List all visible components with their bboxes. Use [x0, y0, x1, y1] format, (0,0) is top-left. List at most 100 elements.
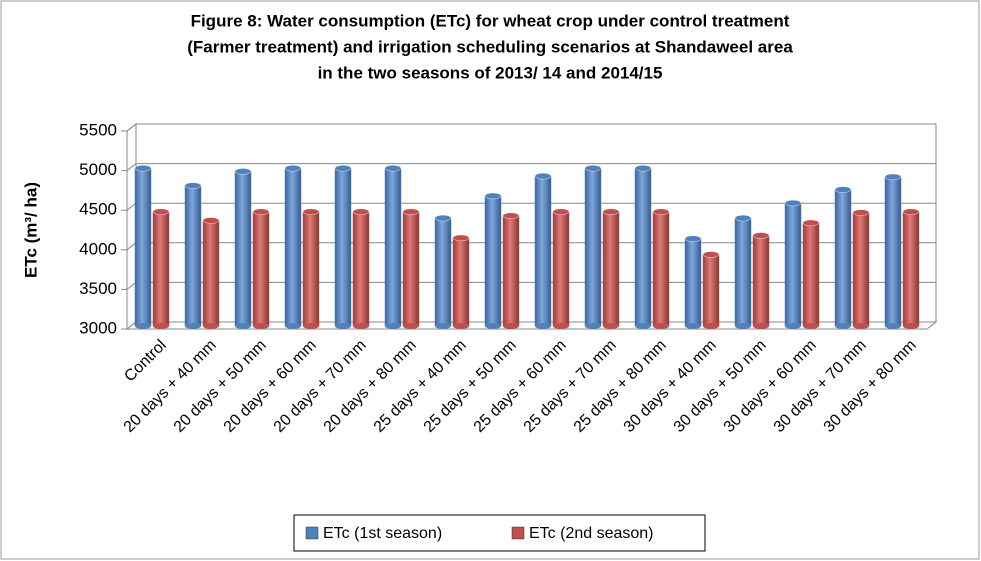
- bar-top: [902, 208, 920, 215]
- bar-top: [752, 232, 770, 239]
- bar-base: [735, 323, 751, 329]
- bar-top: [302, 208, 320, 215]
- bar-top: [484, 192, 502, 200]
- bar-top: [384, 165, 402, 172]
- bar: [534, 175, 552, 327]
- legend-label: ETc (1st season): [323, 525, 442, 542]
- bar: [134, 167, 152, 327]
- bar-base: [803, 323, 819, 329]
- bar: [702, 254, 720, 327]
- bar: [652, 211, 670, 327]
- bar: [852, 212, 870, 327]
- bar-base: [135, 323, 151, 329]
- title: Figure 8: Water consumption (ETc) for wh…: [187, 11, 793, 82]
- bar: [502, 215, 520, 327]
- y-tick-label: 4000: [79, 239, 117, 258]
- bar-base: [753, 323, 769, 329]
- bar-base: [653, 323, 669, 329]
- bar: [252, 211, 270, 327]
- legend-swatch: [511, 526, 525, 540]
- bar-top: [252, 208, 270, 215]
- bar-top: [702, 251, 720, 258]
- y-tick-label: 4500: [79, 200, 117, 219]
- bar-top: [652, 208, 670, 215]
- grid-line: [126, 123, 936, 132]
- bar-base: [903, 323, 919, 329]
- bar-top: [284, 165, 302, 172]
- bar-top: [784, 199, 802, 207]
- bar-base: [785, 323, 801, 329]
- bar-base: [885, 323, 901, 329]
- bar-top: [452, 234, 470, 242]
- title-line: in the two seasons of 2013/ 14 and 2014/…: [318, 63, 663, 82]
- bar-base: [185, 323, 201, 329]
- bar-base: [385, 323, 401, 329]
- bar-top: [202, 217, 220, 224]
- bar: [202, 220, 220, 327]
- bar-top: [434, 214, 452, 222]
- bar-top: [734, 214, 752, 222]
- bar-base: [503, 323, 519, 329]
- bar-base: [553, 323, 569, 329]
- bar-base: [303, 323, 319, 329]
- bar: [802, 222, 820, 327]
- title-line: (Farmer treatment) and irrigation schedu…: [187, 37, 793, 56]
- bar-base: [203, 323, 219, 329]
- bar-base: [335, 323, 351, 329]
- bar: [884, 176, 902, 327]
- bar: [602, 211, 620, 327]
- bar: [234, 171, 252, 327]
- bar: [684, 238, 702, 327]
- bar-top: [334, 165, 352, 172]
- bar-top: [802, 219, 820, 227]
- bar: [484, 195, 502, 327]
- bar-base: [485, 323, 501, 329]
- bar-top: [552, 208, 570, 215]
- bar-base: [585, 323, 601, 329]
- bar-top: [234, 168, 252, 175]
- bar-base: [853, 323, 869, 329]
- bar-top: [634, 165, 652, 172]
- bar-base: [603, 323, 619, 329]
- bar: [634, 167, 652, 327]
- bar-top: [134, 165, 152, 172]
- bar: [302, 211, 320, 327]
- bar-top: [884, 173, 902, 181]
- bar-base: [453, 323, 469, 329]
- bar: [784, 202, 802, 327]
- bar: [384, 167, 402, 327]
- grid-line: [126, 163, 936, 171]
- bar-base: [253, 323, 269, 329]
- bar: [434, 217, 452, 327]
- y-tick-label: 5000: [79, 160, 117, 179]
- bar: [402, 211, 420, 327]
- bar: [452, 237, 470, 327]
- title-line: Figure 8: Water consumption (ETc) for wh…: [191, 11, 790, 30]
- bar-top: [602, 208, 620, 215]
- bar-top: [852, 209, 870, 216]
- bar: [752, 235, 770, 327]
- bar: [552, 211, 570, 327]
- bar: [834, 189, 852, 327]
- bar-base: [435, 323, 451, 329]
- bar-top: [402, 208, 420, 215]
- bar-top: [152, 208, 170, 215]
- bar-top: [352, 208, 370, 215]
- bar-base: [235, 323, 251, 329]
- bar: [352, 211, 370, 327]
- legend-label: ETc (2nd season): [529, 525, 654, 542]
- bar-top: [184, 182, 202, 189]
- bar-top: [834, 186, 852, 193]
- bar-base: [403, 323, 419, 329]
- bar-base: [153, 323, 169, 329]
- bar-top: [684, 235, 702, 242]
- bar-top: [534, 172, 552, 180]
- bar-base: [285, 323, 301, 329]
- y-tick-label: 3500: [79, 279, 117, 298]
- bar-base: [835, 323, 851, 329]
- bar-base: [635, 323, 651, 329]
- bar-top: [502, 212, 520, 219]
- bar: [902, 211, 920, 327]
- bar: [152, 211, 170, 327]
